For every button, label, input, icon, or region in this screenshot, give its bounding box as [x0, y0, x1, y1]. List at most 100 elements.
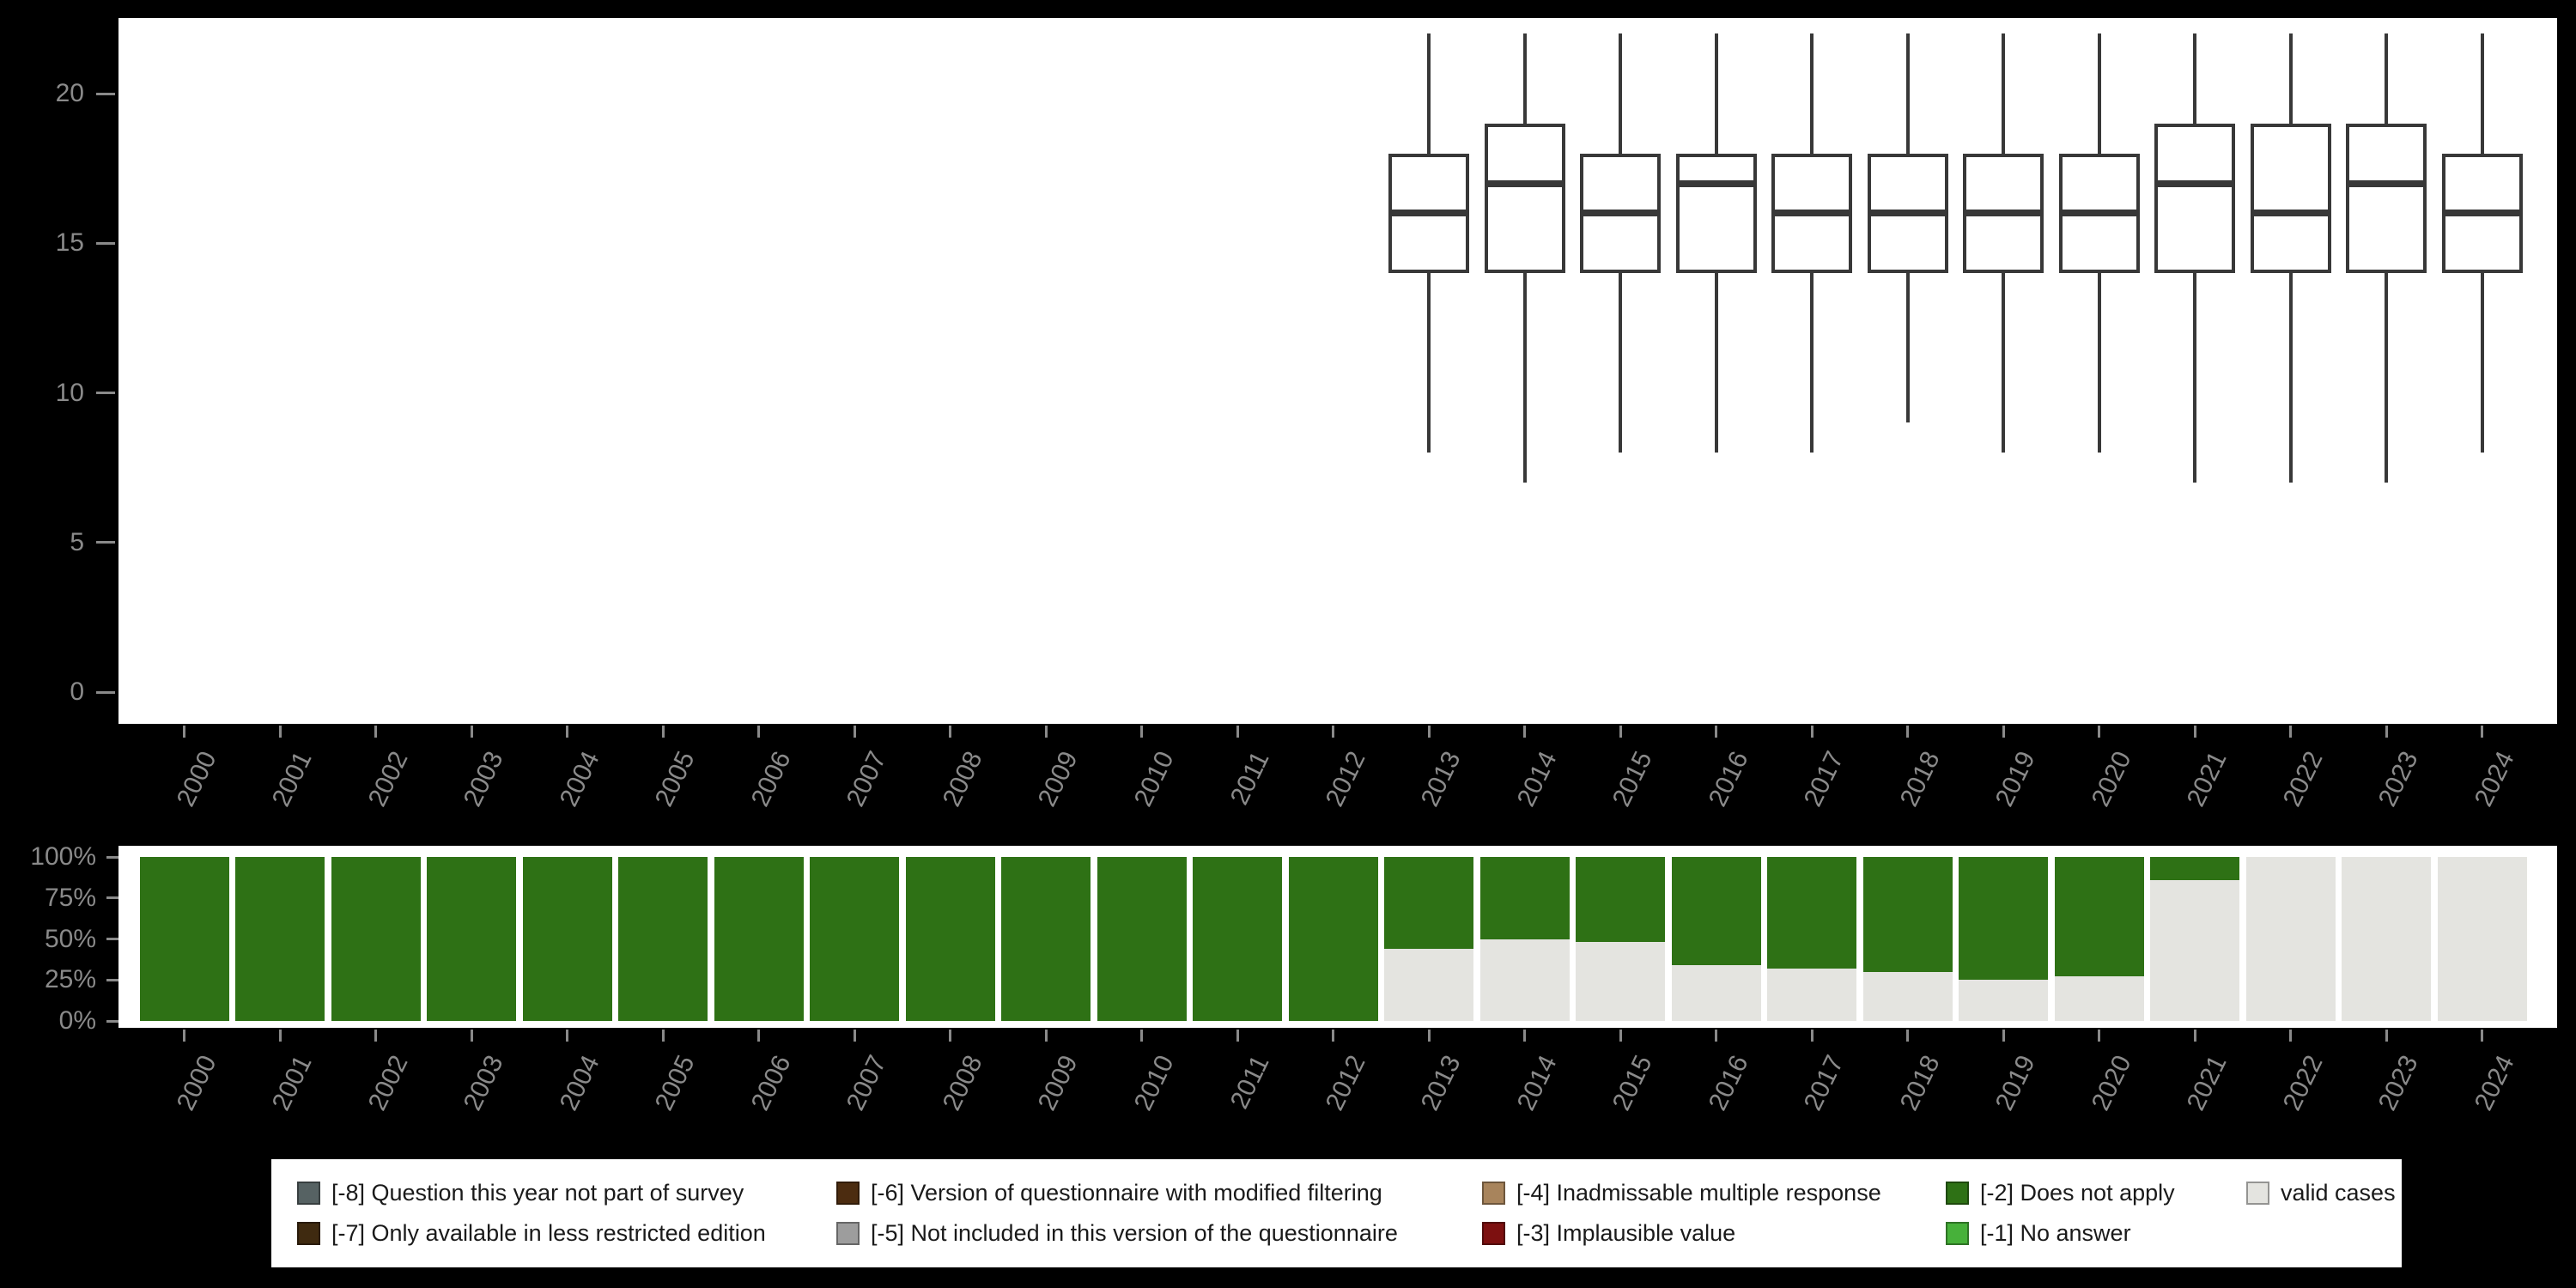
- boxplot-median-2020: [2058, 210, 2140, 217]
- percent-x-tick-label: 2002: [362, 1051, 414, 1115]
- bar-segment-2001: [235, 857, 325, 1021]
- boxplot-x-tick: [1810, 726, 1814, 738]
- boxplot-box-2014: [1484, 123, 1565, 274]
- percent-y-tick-label: 25%: [44, 965, 96, 994]
- legend-item--4: [-4] Inadmissable multiple response: [1482, 1180, 1946, 1206]
- boxplot-box-2016: [1675, 153, 1757, 274]
- bar-segment-2013: [1384, 948, 1473, 1021]
- bar-segment-2016: [1671, 965, 1761, 1021]
- boxplot-x-tick: [2481, 726, 2483, 738]
- percent-x-tick: [1044, 1030, 1048, 1042]
- boxplot-x-tick-label: 2011: [1224, 747, 1275, 810]
- percent-x-tick-label: 2000: [171, 1051, 222, 1115]
- boxplot-y-tick: [96, 541, 115, 544]
- legend-item--7: [-7] Only available in less restricted e…: [297, 1220, 836, 1247]
- percent-x-tick: [278, 1030, 282, 1042]
- percent-y-tick: [106, 855, 118, 859]
- boxplot-x-tick-label: 2004: [554, 747, 605, 811]
- boxplot-x-tick: [2193, 726, 2196, 738]
- bar-segment-2002: [331, 857, 421, 1021]
- boxplot-y-tick: [96, 392, 115, 394]
- percent-x-tick: [949, 1030, 951, 1042]
- percent-x-tick-label: 2007: [841, 1051, 892, 1115]
- boxplot-median-2022: [2250, 210, 2331, 217]
- legend-swatch--4: [1482, 1182, 1505, 1205]
- boxplot-x-tick: [853, 726, 856, 738]
- bar-segment-2006: [714, 857, 804, 1021]
- percent-x-tick: [2481, 1030, 2483, 1042]
- bar-segment-2015: [1576, 942, 1665, 1021]
- bar-segment-2008: [905, 857, 995, 1021]
- bar-segment-2016: [1671, 857, 1761, 966]
- percent-x-tick: [183, 1030, 185, 1042]
- boxplot-x-tick-label: 2018: [1894, 747, 1946, 811]
- percent-y-tick-label: 50%: [44, 924, 96, 953]
- bar-segment-2014: [1479, 939, 1570, 1021]
- percent-x-tick: [1140, 1030, 1143, 1042]
- boxplot-x-tick: [2002, 726, 2005, 738]
- boxplot-y-tick-label: 15: [55, 228, 84, 258]
- percent-y-tick: [106, 938, 118, 940]
- boxplot-y-tick-label: 0: [70, 677, 84, 706]
- percent-x-tick-label: 2005: [649, 1051, 701, 1115]
- percent-x-tick: [661, 1030, 665, 1042]
- percent-x-tick-label: 2024: [2469, 1051, 2520, 1115]
- bar-segment-2024: [2437, 857, 2527, 1021]
- boxplot-x-tick-label: 2017: [1798, 747, 1850, 811]
- percent-x-tick: [566, 1030, 568, 1042]
- percent-x-tick: [1906, 1030, 1909, 1042]
- boxplot-x-tick: [757, 726, 760, 738]
- boxplot-y-tick: [96, 241, 115, 245]
- bar-segment-2010: [1097, 857, 1187, 1021]
- boxplot-x-tick-label: 2006: [745, 747, 797, 811]
- percent-x-tick: [2193, 1030, 2196, 1042]
- boxplot-x-tick-label: 2007: [841, 747, 892, 811]
- boxplot-x-tick: [1236, 726, 1239, 738]
- percent-x-tick-label: 2022: [2277, 1051, 2329, 1115]
- boxplot-median-2014: [1484, 179, 1565, 187]
- bar-segment-2018: [1862, 857, 1953, 972]
- bar-segment-2022: [2245, 857, 2336, 1021]
- percent-x-tick-label: 2009: [1032, 1051, 1084, 1115]
- boxplot-y-tick: [96, 690, 115, 694]
- legend-swatch--8: [297, 1182, 320, 1205]
- legend-label--2: [-2] Does not apply: [1980, 1180, 2175, 1206]
- percent-x-tick: [2385, 1030, 2388, 1042]
- legend: [-8] Question this year not part of surv…: [271, 1159, 2402, 1267]
- percent-x-tick-label: 2013: [1415, 1051, 1467, 1115]
- boxplot-x-tick-label: 2008: [937, 747, 988, 811]
- percent-y-tick-label: 100%: [30, 842, 96, 871]
- percent-x-tick-label: 2016: [1703, 1051, 1754, 1115]
- percent-x-tick: [2289, 1030, 2292, 1042]
- boxplot-box-2021: [2154, 123, 2235, 274]
- boxplot-x-tick-label: 2001: [266, 747, 318, 811]
- legend-label-valid: valid cases: [2281, 1180, 2396, 1206]
- bar-segment-2000: [139, 857, 229, 1021]
- percent-x-tick: [2098, 1030, 2100, 1042]
- boxplot-x-tick: [1619, 726, 1622, 738]
- percent-x-tick-label: 2015: [1607, 1051, 1658, 1115]
- boxplot-x-tick-label: 2022: [2277, 747, 2329, 811]
- boxplot-x-tick-label: 2016: [1703, 747, 1754, 811]
- percent-y-tick-label: 75%: [44, 883, 96, 912]
- legend-swatch--6: [836, 1182, 860, 1205]
- boxplot-x-tick-label: 2005: [649, 747, 701, 811]
- bar-segment-2013: [1384, 857, 1473, 949]
- percent-y-tick: [106, 978, 118, 981]
- percent-y-tick: [106, 1019, 118, 1023]
- percent-x-tick: [1810, 1030, 1814, 1042]
- boxplot-box-2023: [2346, 123, 2427, 274]
- legend-item--6: [-6] Version of questionnaire with modif…: [836, 1180, 1482, 1206]
- percent-x-tick: [757, 1030, 760, 1042]
- legend-label--4: [-4] Inadmissable multiple response: [1516, 1180, 1881, 1206]
- boxplot-x-tick: [1044, 726, 1048, 738]
- boxplot-x-tick-label: 2014: [1511, 747, 1563, 811]
- bar-segment-2003: [427, 857, 516, 1021]
- legend-item--1: [-1] No answer: [1946, 1220, 2246, 1247]
- boxplot-median-2023: [2346, 179, 2427, 187]
- bar-segment-2014: [1479, 857, 1570, 939]
- legend-swatch--7: [297, 1222, 320, 1245]
- bar-segment-2015: [1576, 857, 1665, 943]
- bar-segment-2007: [810, 857, 899, 1021]
- bar-segment-2021: [2150, 879, 2239, 1021]
